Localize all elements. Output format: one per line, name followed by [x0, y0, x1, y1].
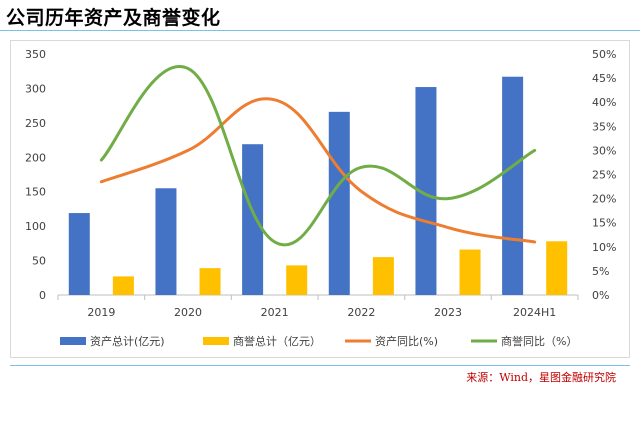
title-divider: [0, 30, 640, 31]
y-right-tick-label: 35%: [592, 120, 616, 133]
x-tick-label: 2021: [261, 306, 289, 319]
y-right-tick-label: 50%: [592, 48, 616, 61]
y-right-tick-label: 45%: [592, 72, 616, 85]
y-right-tick-label: 25%: [592, 169, 616, 182]
bar-total-assets-2019: [68, 213, 90, 295]
legend-label: 商誉同比（%）: [501, 334, 577, 348]
y-left-tick-label: 100: [25, 220, 46, 233]
y-right-tick-label: 30%: [592, 144, 616, 157]
source-note: 来源：Wind，星图金融研究院: [466, 371, 616, 384]
source-divider: [10, 365, 630, 366]
legend-label: 资产同比(%): [375, 334, 438, 348]
y-left-tick-label: 250: [25, 117, 46, 130]
y-left-tick-label: 150: [25, 186, 46, 199]
bar-goodwill-2021: [286, 265, 308, 295]
line-asset-yoy: [99, 97, 537, 244]
x-tick-label: 2020: [174, 306, 202, 319]
x-tick-label: 2024H1: [513, 306, 556, 319]
chart-frame: [10, 40, 630, 358]
x-tick-label: 2019: [87, 306, 115, 319]
y-right-tick-label: 40%: [592, 96, 616, 109]
y-left-tick-label: 0: [39, 289, 46, 302]
bar-total-assets-2023: [415, 87, 437, 296]
y-right-tick-label: 10%: [592, 241, 616, 254]
y-right-tick-label: 15%: [592, 217, 616, 230]
y-right-tick-label: 5%: [592, 265, 609, 278]
legend-label: 商誉总计（亿元）: [233, 334, 321, 348]
bar-goodwill-2022: [372, 257, 394, 295]
y-left-tick-label: 200: [25, 151, 46, 164]
bar-goodwill-2019: [112, 276, 134, 295]
y-left-tick-label: 300: [25, 82, 46, 95]
bar-goodwill-2023: [459, 249, 481, 295]
y-right-tick-label: 20%: [592, 193, 616, 206]
page-title: 公司历年资产及商誉变化: [6, 7, 221, 29]
bar-total-assets-2024H1: [502, 76, 524, 295]
y-left-tick-label: 350: [25, 48, 46, 61]
bar-total-assets-2022: [328, 111, 350, 295]
bar-goodwill-2020: [199, 268, 221, 295]
x-tick-label: 2022: [347, 306, 375, 319]
line-goodwill-yoy: [99, 64, 537, 247]
x-tick-label: 2023: [434, 306, 462, 319]
y-left-tick-label: 50: [32, 255, 46, 268]
bar-total-assets-2021: [242, 144, 264, 295]
legend-swatch: [60, 337, 86, 345]
bar-goodwill-2024H1: [546, 241, 568, 295]
bar-total-assets-2020: [155, 188, 177, 295]
legend-swatch: [203, 337, 229, 345]
y-right-tick-label: 0%: [592, 289, 609, 302]
legend-label: 资产总计(亿元): [90, 334, 165, 348]
